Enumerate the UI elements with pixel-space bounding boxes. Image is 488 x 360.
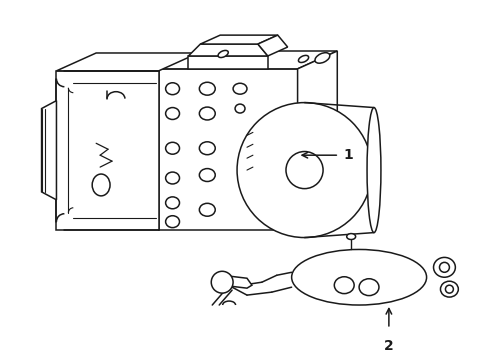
Ellipse shape xyxy=(199,142,215,155)
Ellipse shape xyxy=(366,108,380,233)
Ellipse shape xyxy=(199,82,215,95)
Text: 1: 1 xyxy=(343,148,352,162)
Ellipse shape xyxy=(285,152,323,189)
Polygon shape xyxy=(222,275,251,288)
Polygon shape xyxy=(188,56,267,69)
Ellipse shape xyxy=(199,168,215,181)
Ellipse shape xyxy=(358,279,378,296)
Polygon shape xyxy=(297,51,337,230)
Ellipse shape xyxy=(199,203,215,216)
Ellipse shape xyxy=(334,277,353,294)
Ellipse shape xyxy=(165,83,179,95)
Ellipse shape xyxy=(440,281,457,297)
Polygon shape xyxy=(56,71,158,230)
Ellipse shape xyxy=(291,249,426,305)
Ellipse shape xyxy=(314,53,329,63)
Ellipse shape xyxy=(218,50,228,58)
Polygon shape xyxy=(158,69,297,230)
Ellipse shape xyxy=(439,262,448,272)
Ellipse shape xyxy=(433,257,454,277)
Text: 2: 2 xyxy=(383,339,393,353)
Ellipse shape xyxy=(346,234,355,239)
Polygon shape xyxy=(188,44,267,56)
Polygon shape xyxy=(158,51,337,69)
Ellipse shape xyxy=(165,172,179,184)
Polygon shape xyxy=(41,100,56,200)
Ellipse shape xyxy=(165,216,179,228)
Ellipse shape xyxy=(199,107,215,120)
Ellipse shape xyxy=(92,174,110,196)
Polygon shape xyxy=(257,35,287,56)
Ellipse shape xyxy=(445,285,452,293)
Ellipse shape xyxy=(165,142,179,154)
Polygon shape xyxy=(200,35,277,44)
Ellipse shape xyxy=(211,271,233,293)
Polygon shape xyxy=(56,53,198,71)
Ellipse shape xyxy=(237,103,371,238)
Ellipse shape xyxy=(298,55,308,63)
Ellipse shape xyxy=(233,83,246,94)
Ellipse shape xyxy=(165,197,179,209)
Ellipse shape xyxy=(235,104,244,113)
Ellipse shape xyxy=(165,108,179,120)
